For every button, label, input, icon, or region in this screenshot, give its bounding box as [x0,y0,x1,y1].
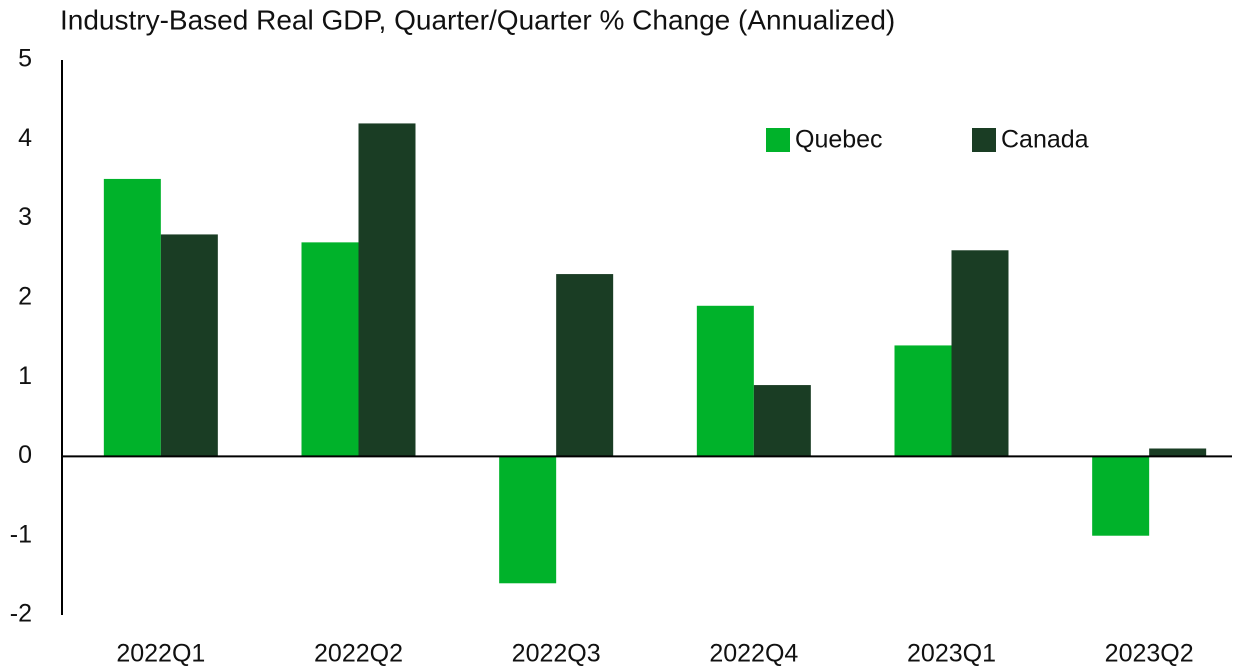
bar [696,305,754,457]
y-tick-label: 0 [18,441,32,469]
x-tick-label: 2022Q2 [314,640,403,668]
bar [1149,448,1207,457]
x-tick-label: 2022Q4 [709,640,798,668]
bar [1092,456,1150,536]
bar [753,385,811,457]
chart-title: Industry-Based Real GDP, Quarter/Quarter… [60,4,895,35]
bar [301,242,359,457]
x-tick-label: 2022Q3 [512,640,601,668]
bar [160,234,218,457]
x-tick-label: 2022Q1 [116,640,205,668]
bar [499,456,557,584]
bar [103,178,161,457]
y-tick-label: 1 [18,362,32,390]
y-tick-label: 3 [18,203,32,231]
y-tick-label: 5 [18,45,32,73]
y-tick-label: -1 [10,520,32,548]
bar [556,274,614,457]
bar [358,123,416,457]
legend-swatch [766,128,790,152]
x-tick-label: 2023Q2 [1105,640,1194,668]
x-tick-label: 2023Q1 [907,640,996,668]
y-tick-label: -2 [10,600,32,628]
legend-label: Quebec [795,126,883,154]
legend-swatch [972,128,996,152]
y-tick-label: 2 [18,282,32,310]
bar [894,345,952,457]
bar [951,250,1009,457]
y-tick-label: 4 [18,124,32,152]
legend-label: Canada [1001,126,1089,154]
